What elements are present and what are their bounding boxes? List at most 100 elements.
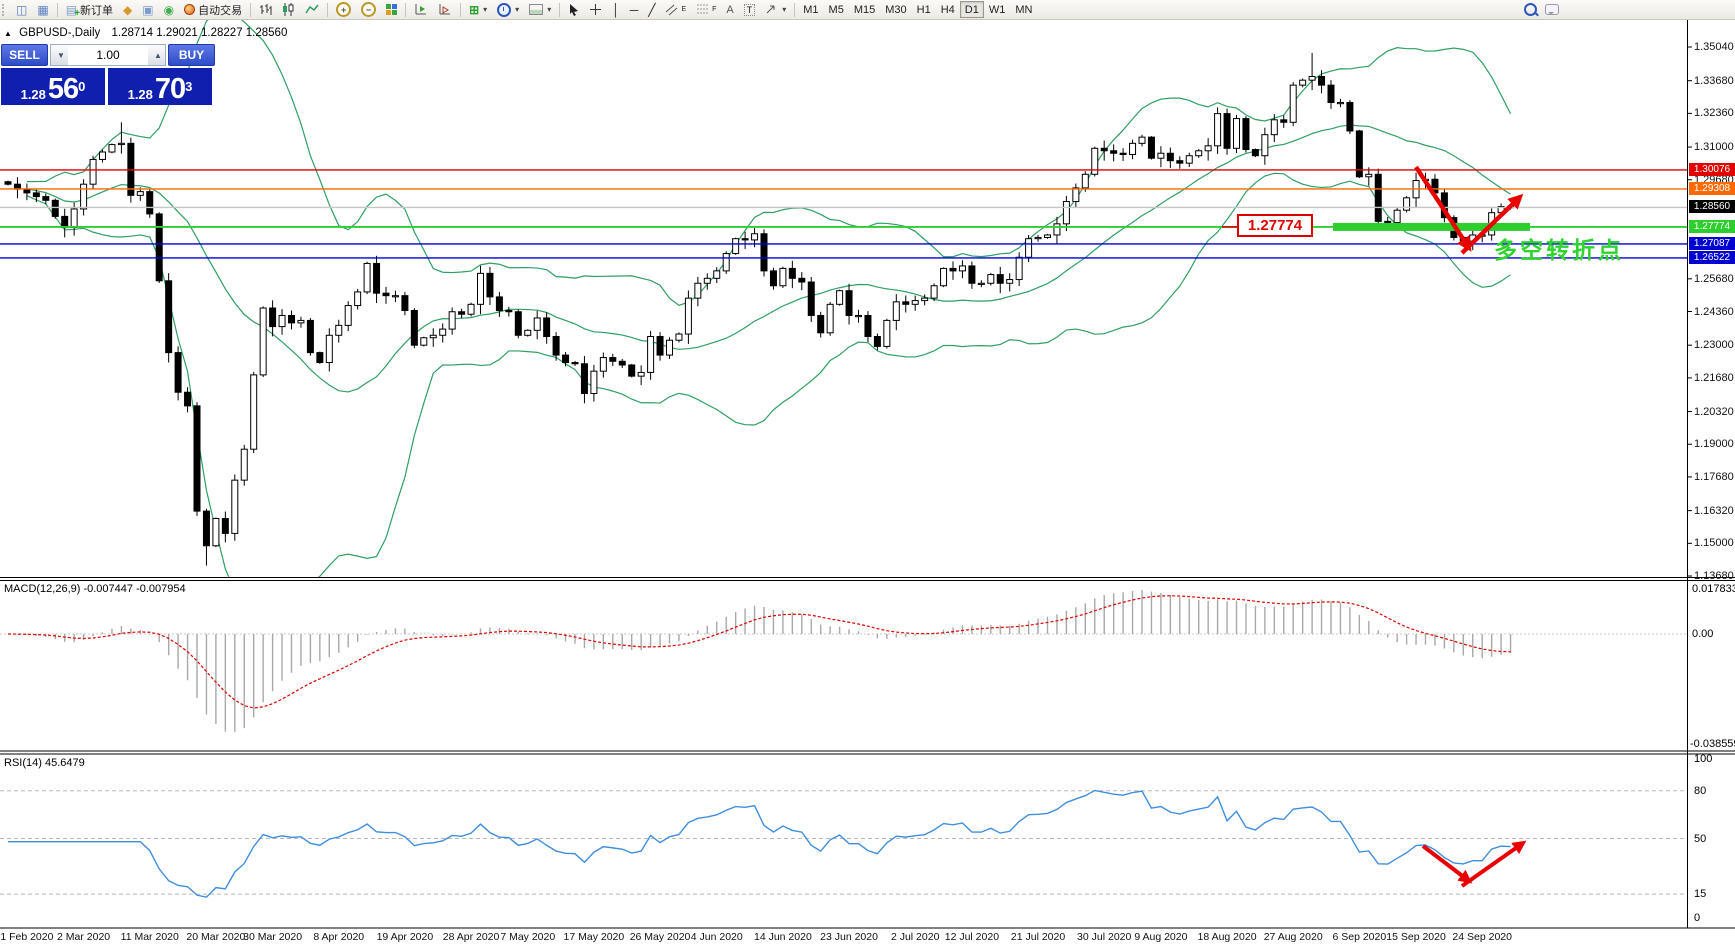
search-icon[interactable] bbox=[1524, 3, 1537, 16]
timeframe-mn[interactable]: MN bbox=[1010, 1, 1037, 18]
candle bbox=[996, 274, 1004, 284]
candle bbox=[1346, 101, 1354, 132]
candle bbox=[628, 364, 636, 377]
candle bbox=[1185, 155, 1193, 164]
candle bbox=[1100, 147, 1108, 152]
sell-price-tile[interactable]: 1.28 56 0 bbox=[1, 68, 105, 105]
text-tool[interactable]: A bbox=[721, 1, 738, 18]
horizontal-line-tool[interactable]: ─ bbox=[625, 1, 644, 18]
timeframe-h4[interactable]: H4 bbox=[936, 1, 960, 18]
chat-icon[interactable] bbox=[1545, 4, 1559, 15]
buy-button[interactable]: BUY bbox=[168, 44, 215, 66]
candle bbox=[1336, 101, 1344, 105]
candle bbox=[845, 290, 853, 316]
candle bbox=[429, 334, 437, 339]
candle bbox=[1053, 223, 1061, 236]
timeframe-m30[interactable]: M30 bbox=[880, 1, 911, 18]
candle bbox=[477, 272, 484, 305]
text-label-tool[interactable]: T bbox=[739, 1, 761, 18]
trendline-tool[interactable]: ╱ bbox=[643, 1, 660, 18]
candle bbox=[1355, 130, 1363, 178]
candle bbox=[250, 374, 258, 450]
channel-tool[interactable]: E bbox=[660, 1, 691, 18]
timeframe-w1[interactable]: W1 bbox=[984, 1, 1011, 18]
candlestick-chart-icon[interactable] bbox=[277, 1, 300, 18]
candle bbox=[609, 357, 617, 362]
expert-advisors-icon[interactable]: ▣ bbox=[137, 1, 158, 18]
bar-chart-icon[interactable] bbox=[254, 1, 277, 18]
zoom-out-icon[interactable]: − bbox=[356, 1, 381, 18]
template-icon bbox=[529, 4, 544, 15]
candle bbox=[1233, 118, 1240, 149]
timeframe-m5[interactable]: M5 bbox=[824, 1, 849, 18]
candle bbox=[1176, 160, 1184, 164]
candle bbox=[354, 291, 362, 307]
vertical-line-tool[interactable]: │ bbox=[607, 1, 625, 18]
buy-price-tile[interactable]: 1.28 70 3 bbox=[108, 68, 212, 105]
chart-windows-icon[interactable]: ◫ bbox=[11, 1, 32, 18]
candle bbox=[524, 329, 532, 336]
crosshair-tool[interactable] bbox=[584, 1, 607, 18]
candle bbox=[108, 144, 116, 153]
period-dropdown[interactable]: ▾ bbox=[492, 1, 524, 18]
indicators-cone-icon[interactable]: ◆ bbox=[118, 1, 137, 18]
candle bbox=[335, 324, 343, 336]
candle bbox=[439, 328, 447, 336]
volume-increase-button[interactable]: ▲ bbox=[148, 45, 165, 65]
candle bbox=[373, 262, 381, 294]
candle bbox=[495, 296, 503, 312]
window-collapse-icon[interactable]: ▲ bbox=[4, 29, 12, 38]
arrows-tool-dropdown[interactable]: ▾ bbox=[760, 1, 791, 18]
timeframe-d1[interactable]: D1 bbox=[959, 1, 984, 18]
candle bbox=[760, 233, 768, 272]
candle bbox=[316, 352, 324, 364]
candle bbox=[817, 314, 825, 334]
candle bbox=[1129, 142, 1137, 155]
sell-button[interactable]: SELL bbox=[1, 44, 48, 66]
candle bbox=[1251, 149, 1259, 157]
candle bbox=[486, 272, 494, 298]
candle bbox=[212, 518, 220, 547]
zoom-in-icon[interactable]: + bbox=[331, 1, 356, 18]
toolbar-separator bbox=[56, 2, 58, 17]
cn-annotation-text[interactable]: 多空转折点 bbox=[1494, 237, 1624, 263]
volume-input[interactable] bbox=[68, 45, 148, 65]
template-dropdown[interactable]: ▾ bbox=[524, 1, 556, 18]
candle bbox=[80, 183, 88, 210]
candle bbox=[1365, 173, 1373, 178]
price-callout-label[interactable]: 1.27774 bbox=[1237, 214, 1313, 237]
timeframe-m1[interactable]: M1 bbox=[798, 1, 823, 18]
candle bbox=[1270, 119, 1278, 136]
tile-windows-icon[interactable] bbox=[381, 1, 402, 18]
timeframe-m15[interactable]: M15 bbox=[849, 1, 880, 18]
candle bbox=[344, 305, 352, 326]
timeframe-group: M1 M5 M15 M30 H1 H4 D1 W1 MN bbox=[798, 1, 1037, 18]
candle bbox=[42, 196, 50, 201]
candle bbox=[146, 191, 154, 215]
volume-decrease-button[interactable]: ▼ bbox=[51, 45, 68, 65]
auto-scroll-icon[interactable] bbox=[433, 1, 457, 18]
candle bbox=[505, 310, 513, 313]
candle bbox=[892, 301, 900, 321]
candle bbox=[23, 188, 31, 194]
candle bbox=[1072, 187, 1080, 203]
new-chart-dropdown[interactable]: ⊞ ▾ bbox=[464, 1, 492, 18]
fibonacci-tool[interactable]: F bbox=[691, 1, 721, 18]
candle bbox=[883, 319, 891, 347]
candle bbox=[391, 295, 399, 298]
candle bbox=[1119, 152, 1127, 155]
chart-shift-icon[interactable] bbox=[409, 1, 433, 18]
cursor-tool[interactable] bbox=[563, 1, 584, 18]
candle bbox=[647, 336, 655, 373]
timeframe-h1[interactable]: H1 bbox=[912, 1, 936, 18]
candle bbox=[1044, 234, 1051, 238]
candle bbox=[1081, 173, 1089, 189]
candle bbox=[1223, 113, 1231, 149]
profile-charts-icon[interactable]: ▦ bbox=[32, 1, 53, 18]
signals-icon[interactable]: ◉ bbox=[159, 1, 179, 18]
new-order-button[interactable]: ▤ + 新订单 bbox=[61, 1, 118, 19]
auto-trading-button[interactable]: 自动交易 bbox=[179, 1, 247, 18]
candle bbox=[637, 371, 645, 377]
line-chart-icon[interactable] bbox=[300, 1, 324, 18]
